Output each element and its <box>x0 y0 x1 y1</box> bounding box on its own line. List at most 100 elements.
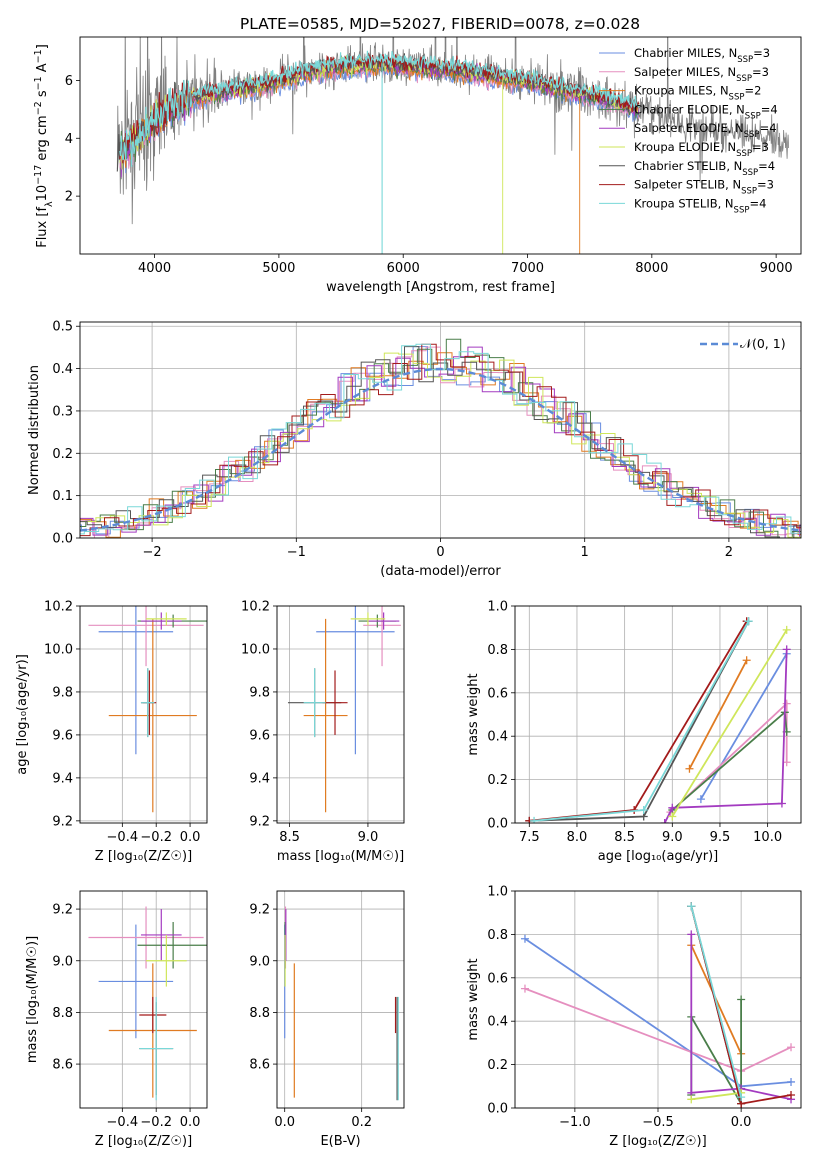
plot-area <box>520 902 796 1108</box>
data-point-marker <box>696 795 705 804</box>
legend-entry-tail: =3 <box>757 178 774 192</box>
plot-area <box>88 906 207 1101</box>
y-axis-label-part: Flux [f <box>35 207 50 248</box>
histogram-step-line <box>80 346 801 538</box>
y-tick-label: 0.1 <box>52 489 73 504</box>
x-axis-label: mass [log₁₀(M/M☉)] <box>277 849 404 864</box>
data-point-marker <box>737 995 746 1004</box>
y-axis-label: age [log₁₀(age/yr)] <box>15 654 30 775</box>
plot-area <box>88 606 207 813</box>
x-tick-label: −0.4 <box>107 830 139 845</box>
mass-weight-line <box>700 653 788 800</box>
figure-title: PLATE=0585, MJD=52027, FIBERID=0078, z=0… <box>240 15 640 33</box>
legend-entry-sub: SSP <box>734 205 750 215</box>
mass-vs-ebv-panel: 0.0 0.2 8.6 8.8 9.0 9.2 E(B-V) <box>249 890 405 1149</box>
legend-entry-label: Salpeter MILES, N <box>634 65 736 79</box>
x-tick-label: 0.0 <box>274 1115 295 1130</box>
legend-entry-label: Kroupa MILES, N <box>634 84 729 98</box>
data-point-marker <box>520 984 529 993</box>
age-vs-mass-panel: 8.5 9.0 9.2 9.4 9.6 9.8 10.0 10.2 mass [log₁₀(M/… <box>241 600 405 864</box>
axes-frame <box>276 605 405 824</box>
y-axis-label: Normed distribution <box>27 365 42 495</box>
mass-weight-line <box>663 649 788 823</box>
legend-entry-sub: SSP <box>729 93 745 103</box>
y-tick-label: 0.6 <box>487 686 508 701</box>
x-tick-label: 4000 <box>138 261 171 276</box>
axes-frame <box>276 890 405 1109</box>
y-tick-label: 8.8 <box>52 1006 73 1021</box>
legend-entry: Chabrier ELODIE, NSSP=4 <box>634 102 778 121</box>
x-tick-label: −1 <box>287 545 306 560</box>
x-axis-label: Z [log₁₀(Z/Z☉)] <box>95 1134 192 1149</box>
x-tick-label: 7.5 <box>519 830 540 845</box>
y-axis-label-part: −1 <box>33 49 44 63</box>
x-tick-label: 8.0 <box>567 830 588 845</box>
x-axis-label: Z [log₁₀(Z/Z☉)] <box>609 1134 706 1149</box>
legend-entry-tail: =3 <box>752 65 769 79</box>
y-tick-label: 8.6 <box>52 1058 73 1073</box>
x-tick-label: −0.2 <box>140 830 172 845</box>
x-tick-label: 0.0 <box>180 830 201 845</box>
y-tick-label: 10.2 <box>241 600 270 615</box>
y-tick-label: 6 <box>65 74 73 89</box>
legend-entry: Chabrier MILES, NSSP=3 <box>634 46 770 65</box>
legend-entry-label: Kroupa STELIB, N <box>634 196 734 210</box>
axes-frame <box>79 890 208 1109</box>
mass-weight-line <box>690 905 742 1098</box>
x-axis-label: (data-model)/error <box>380 564 501 579</box>
y-tick-label: 9.8 <box>249 685 270 700</box>
x-tick-label: −1.0 <box>559 1115 591 1130</box>
x-tick-label: 8.5 <box>279 830 300 845</box>
y-axis-label-part: s <box>35 90 50 101</box>
y-tick-label: 2 <box>65 190 73 205</box>
y-tick-label: 9.2 <box>249 903 270 918</box>
y-axis-label: mass [log₁₀(M/M☉)] <box>25 936 40 1063</box>
x-tick-label: −0.5 <box>642 1115 674 1130</box>
data-point-marker <box>639 805 648 814</box>
y-axis-label-part: ] <box>35 44 50 49</box>
legend-entry-tail: =4 <box>749 196 766 210</box>
legend-entry-label: Chabrier ELODIE, N <box>634 102 745 116</box>
legend-entry: Kroupa MILES, NSSP=2 <box>634 84 761 103</box>
y-tick-label: 0.8 <box>487 643 508 658</box>
legend-entry-label: Chabrier STELIB, N <box>634 159 742 173</box>
y-axis-label: mass weight <box>466 673 481 755</box>
x-tick-label: 8000 <box>635 261 668 276</box>
x-tick-label: 0 <box>436 545 444 560</box>
x-tick-label: 9.5 <box>710 830 731 845</box>
axes-frame <box>514 605 802 824</box>
y-axis-label-part: −1 <box>33 76 44 90</box>
data-point-marker <box>668 812 677 821</box>
legend-entry-label: Salpeter ELODIE, N <box>634 121 744 135</box>
mass-weight-line <box>690 999 742 1108</box>
x-tick-label: 0.0 <box>180 1115 201 1130</box>
data-point-marker <box>787 1090 796 1099</box>
y-tick-label: 1.0 <box>487 885 508 900</box>
y-tick-label: 0.4 <box>487 730 508 745</box>
y-axis-label-part: erg cm <box>35 115 50 164</box>
residual-histogram-panel: −2 −1 0 1 2 0.0 0.1 0.2 0.3 0.4 0.5 (data-model)/er… <box>27 320 802 579</box>
y-tick-label: 0.6 <box>487 971 508 986</box>
y-tick-label: 8.8 <box>249 1006 270 1021</box>
spectrum-panel: 4000 5000 6000 7000 8000 9000 2 4 6 wavelength [A… <box>33 36 802 295</box>
mass-weight-line <box>691 1091 742 1101</box>
mass-weight-vs-age-panel: 7.5 8.0 8.5 9.0 9.5 10.0 0.0 0.2 0.4 0.6 0.8 1.0 age… <box>466 600 802 864</box>
legend-entry: Chabrier STELIB, NSSP=4 <box>634 159 775 178</box>
axes-frame <box>79 605 208 824</box>
axes-frame <box>514 890 802 1109</box>
histogram-step-line <box>81 352 801 538</box>
x-tick-label: 6000 <box>387 261 420 276</box>
y-tick-label: 0.2 <box>487 773 508 788</box>
y-axis-label: mass weight <box>466 958 481 1040</box>
legend-entry-tail: =4 <box>761 102 778 116</box>
x-axis-label: wavelength [Angstrom, rest frame] <box>326 280 555 295</box>
data-point-marker <box>742 656 751 665</box>
normal-distribution-curve <box>80 367 801 532</box>
mass-weight-line <box>671 629 788 817</box>
legend-entry-tail: =2 <box>744 84 761 98</box>
x-tick-label: 0.2 <box>351 1115 372 1130</box>
data-point-marker <box>737 1093 746 1102</box>
legend-entry-tail: =3 <box>753 46 770 60</box>
